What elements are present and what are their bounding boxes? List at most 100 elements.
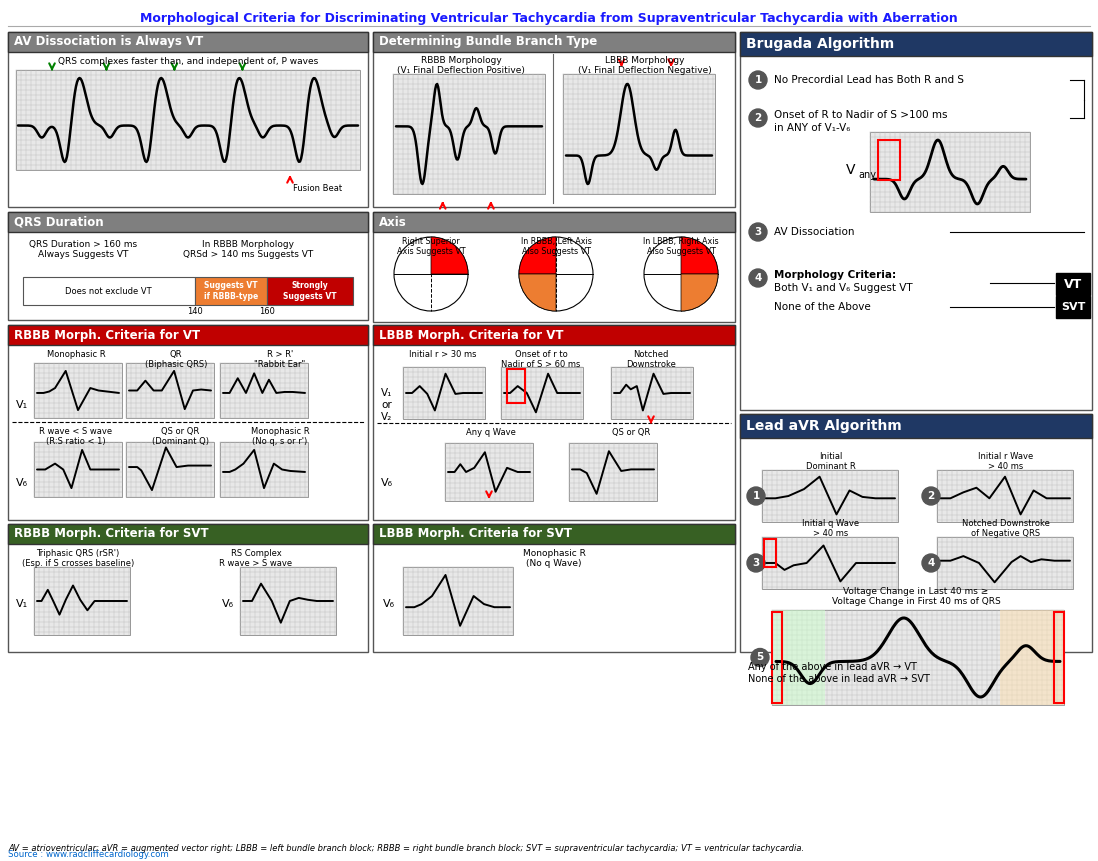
Text: QR
(Biphasic QRS): QR (Biphasic QRS) [145,350,208,369]
Wedge shape [519,274,556,311]
Circle shape [747,554,765,572]
Text: 1: 1 [752,491,760,501]
Wedge shape [681,237,718,274]
Text: 3: 3 [752,558,760,568]
Text: Triphasic QRS (rSR')
(Esp. if S crosses baseline): Triphasic QRS (rSR') (Esp. if S crosses … [22,549,134,568]
Text: QRS Duration > 160 ms
Always Suggests VT: QRS Duration > 160 ms Always Suggests VT [29,240,137,259]
Circle shape [394,237,468,311]
Bar [240,567,336,635]
Bar [937,470,1073,522]
Bar [373,212,735,232]
Text: 2: 2 [928,491,934,501]
Bar [373,325,735,520]
Bar [563,74,715,194]
Text: Right Superior
Axis Suggests VT: Right Superior Axis Suggests VT [396,237,466,257]
Bar [762,537,898,589]
Text: Morphological Criteria for Discriminating Ventricular Tachycardia from Supravent: Morphological Criteria for Discriminatin… [141,12,957,25]
Bar [937,537,1073,589]
Text: Initial
Dominant R: Initial Dominant R [806,452,855,472]
Text: Strongly
Suggests VT: Strongly Suggests VT [283,282,337,300]
Text: Determining Bundle Branch Type: Determining Bundle Branch Type [379,35,597,48]
Bar [740,32,1093,410]
Bar [1056,296,1090,318]
Text: Monophasic R
(No q, s or r'): Monophasic R (No q, s or r') [250,427,310,446]
Text: LBBB Morph. Criteria for SVT: LBBB Morph. Criteria for SVT [379,528,572,541]
Text: V₁: V₁ [16,400,29,410]
Bar [373,524,735,652]
Bar [569,443,657,501]
Text: Initial r > 30 ms: Initial r > 30 ms [410,350,477,359]
Text: V₆: V₆ [383,599,395,609]
Text: Onset of R to Nadir of S >100 ms: Onset of R to Nadir of S >100 ms [774,110,948,120]
Text: 2: 2 [754,113,762,123]
Bar [267,277,352,305]
Bar [507,369,525,403]
Bar [8,212,368,232]
Circle shape [751,648,769,666]
Text: No Precordial Lead has Both R and S: No Precordial Lead has Both R and S [774,75,964,85]
Text: Source : www.radcliffecardiology.com: Source : www.radcliffecardiology.com [8,850,169,859]
Text: 3: 3 [754,227,762,237]
Bar [8,212,368,320]
Text: Brugada Algorithm: Brugada Algorithm [746,37,894,51]
Bar [34,567,130,635]
Bar [740,414,1093,438]
Text: Does not exclude VT: Does not exclude VT [66,287,153,295]
Text: SVT: SVT [1061,302,1085,312]
Text: V₆: V₆ [222,599,234,609]
Text: Onset of r to
Nadir of S > 60 ms: Onset of r to Nadir of S > 60 ms [502,350,581,369]
Text: 4: 4 [754,273,762,283]
Bar [403,367,485,419]
Bar [16,70,360,170]
Text: QRS Duration: QRS Duration [14,215,103,228]
Text: VT: VT [1064,277,1083,290]
Bar [8,32,368,207]
Text: QS or QR: QS or QR [612,428,650,437]
Bar [870,132,1030,212]
Wedge shape [519,237,556,274]
Bar [393,74,545,194]
Bar [220,363,309,418]
Bar [445,443,533,501]
Text: QS or QR
(Dominant Q): QS or QR (Dominant Q) [152,427,209,446]
Bar [403,567,513,635]
Text: RBBB Morphology
(V₁ Final Deflection Positive): RBBB Morphology (V₁ Final Deflection Pos… [397,56,525,76]
Bar [8,325,368,345]
Text: In RBBB, Left Axis
Also Suggests VT: In RBBB, Left Axis Also Suggests VT [520,237,592,257]
Bar [220,442,309,497]
Circle shape [519,237,593,311]
Text: in ANY of V₁-V₆: in ANY of V₁-V₆ [774,123,850,133]
Text: Morphology Criteria:: Morphology Criteria: [774,270,896,280]
Text: 5: 5 [757,653,763,662]
Circle shape [749,223,768,241]
Text: None of the above in lead aVR → SVT: None of the above in lead aVR → SVT [748,674,930,684]
Bar [194,277,267,305]
Bar [772,610,1064,705]
Text: V₆: V₆ [16,478,29,488]
Text: V₆: V₆ [381,478,393,488]
Bar [772,612,782,703]
Text: Any of the above in lead aVR → VT: Any of the above in lead aVR → VT [748,662,917,672]
Bar [740,32,1093,56]
Text: Monophasic R
(No q Wave): Monophasic R (No q Wave) [523,549,585,568]
Text: AV = atrioventricular; aVR = augmented vector right; LBBB = left bundle branch b: AV = atrioventricular; aVR = augmented v… [8,844,804,853]
Bar [1000,610,1064,705]
Text: In RBBB Morphology
QRSd > 140 ms Suggests VT: In RBBB Morphology QRSd > 140 ms Suggest… [183,240,313,259]
Text: V₁: V₁ [16,599,29,609]
Text: Notched Downstroke
of Negative QRS: Notched Downstroke of Negative QRS [962,519,1050,538]
Text: QRS complexes faster than, and independent of, P waves: QRS complexes faster than, and independe… [58,57,318,66]
Text: None of the Above: None of the Above [774,302,871,312]
Text: 160: 160 [259,307,276,316]
Text: In LBBB, Right Axis
Also Suggests VT: In LBBB, Right Axis Also Suggests VT [643,237,719,257]
Circle shape [922,487,940,505]
Circle shape [747,487,765,505]
Text: V₁
or
V₂: V₁ or V₂ [381,388,393,422]
Text: Both V₁ and V₆ Suggest VT: Both V₁ and V₆ Suggest VT [774,283,912,293]
Bar [501,367,583,419]
Text: Initial q Wave
> 40 ms: Initial q Wave > 40 ms [803,519,860,538]
Text: Any q Wave: Any q Wave [466,428,516,437]
Bar [772,610,825,705]
Wedge shape [432,237,468,274]
Text: RS Complex
R wave > S wave: RS Complex R wave > S wave [220,549,292,568]
Text: Monophasic R: Monophasic R [47,350,105,359]
